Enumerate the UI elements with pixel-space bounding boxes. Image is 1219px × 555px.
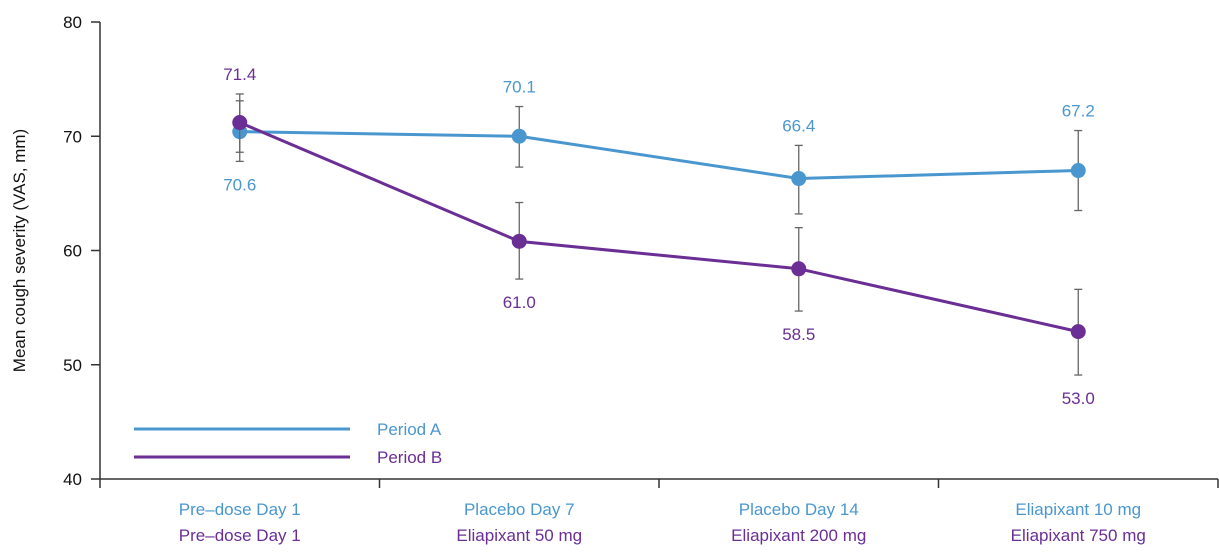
- data-point: [511, 233, 527, 249]
- data-point: [1070, 163, 1086, 179]
- data-label: 58.5: [782, 325, 815, 344]
- category-label-period-a: Placebo Day 7: [464, 500, 575, 519]
- series-line: [239, 121, 1079, 334]
- data-label: 71.4: [223, 65, 256, 84]
- data-label: 67.2: [1062, 102, 1095, 121]
- y-tick-label: 50: [63, 356, 82, 375]
- category-label-period-a: Eliapixant 10 mg: [1015, 500, 1141, 519]
- category-labels: Pre–dose Day 1 Pre–dose Day 1 Placebo Day …: [179, 500, 1146, 545]
- y-tick-label: 80: [63, 13, 82, 32]
- data-point: [791, 171, 807, 187]
- series-layer: 70.6 70.1 66.4 67.2 71.4 61.0 58.5 53.0: [223, 65, 1095, 408]
- legend: Period A Period B: [134, 420, 442, 467]
- series-line: [239, 130, 1079, 181]
- y-tick-label: 70: [63, 127, 82, 146]
- category-label-period-b: Eliapixant 750 mg: [1011, 526, 1146, 545]
- data-point: [511, 128, 527, 144]
- data-label: 70.6: [223, 175, 256, 194]
- category-label-period-a: Pre–dose Day 1: [179, 500, 301, 519]
- data-point: [232, 115, 248, 131]
- data-point: [791, 261, 807, 277]
- legend-label: Period B: [377, 448, 442, 467]
- data-label: 53.0: [1062, 389, 1095, 408]
- data-label: 66.4: [782, 116, 815, 135]
- data-label: 70.1: [503, 78, 536, 97]
- y-tick-label: 40: [63, 470, 82, 489]
- series-period-a: 70.6 70.1 66.4 67.2: [223, 78, 1095, 215]
- y-axis-label: Mean cough severity (VAS, mm): [10, 129, 29, 372]
- legend-label: Period A: [377, 420, 442, 439]
- category-label-period-b: Pre–dose Day 1: [179, 526, 301, 545]
- y-ticks: 40 50 60 70 80: [63, 13, 100, 489]
- data-point: [1070, 324, 1086, 340]
- category-label-period-a: Placebo Day 14: [739, 500, 859, 519]
- y-tick-label: 60: [63, 242, 82, 261]
- category-label-period-b: Eliapixant 200 mg: [731, 526, 866, 545]
- series-period-b: 71.4 61.0 58.5 53.0: [223, 65, 1095, 408]
- data-label: 61.0: [503, 293, 536, 312]
- category-label-period-b: Eliapixant 50 mg: [456, 526, 582, 545]
